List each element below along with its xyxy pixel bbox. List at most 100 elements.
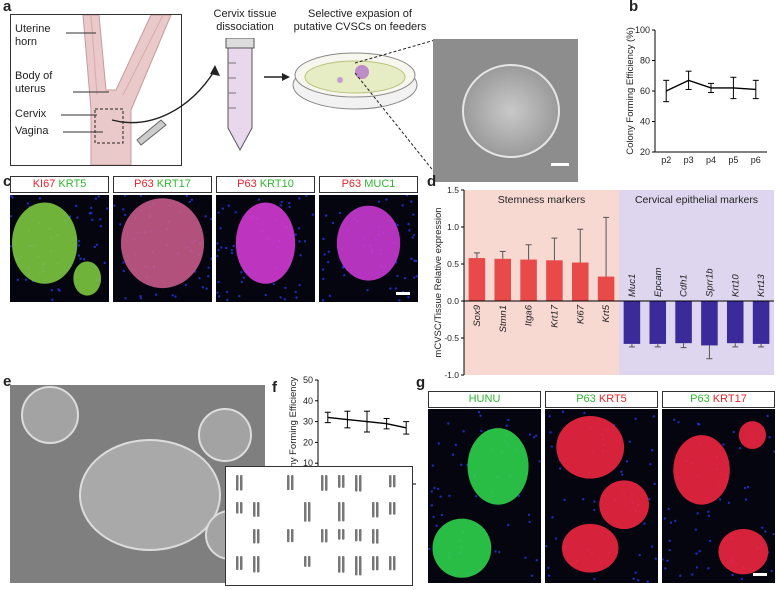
x-tick-label: p4 bbox=[706, 155, 716, 165]
scale-bar bbox=[396, 292, 410, 295]
c-caption-2: P63 KRT17 bbox=[113, 176, 212, 193]
tube-icon bbox=[225, 38, 255, 152]
chromosome bbox=[393, 475, 396, 488]
chromosome bbox=[376, 556, 379, 571]
category-label: Muc1 bbox=[627, 274, 638, 297]
g-caption-3: P63 KRT17 bbox=[662, 391, 775, 408]
chromosome bbox=[321, 529, 324, 543]
y-tick-label: 30 bbox=[303, 417, 313, 427]
chromosome bbox=[372, 529, 375, 544]
chromosome bbox=[359, 529, 362, 542]
c-fluorescence-image-4 bbox=[319, 195, 418, 302]
chromosome bbox=[304, 556, 307, 567]
chromosome bbox=[325, 529, 328, 543]
curved-arrow-1 bbox=[111, 65, 220, 124]
chromosome bbox=[240, 556, 243, 571]
g-caption-marker-b: KRT17 bbox=[712, 393, 747, 405]
panel-label-c: c bbox=[3, 173, 12, 190]
step2-line1: Selective expasion of bbox=[308, 8, 412, 20]
c-caption-marker-b: KRT5 bbox=[58, 178, 87, 190]
chromosome bbox=[253, 556, 256, 573]
chromosome bbox=[338, 556, 341, 573]
c-caption-1: KI67 KRT5 bbox=[10, 176, 109, 193]
g-fluorescence-image-2 bbox=[545, 409, 658, 583]
bar-sox9 bbox=[468, 258, 486, 301]
scale-bar bbox=[753, 573, 767, 576]
chromosome bbox=[338, 502, 341, 522]
chromosome bbox=[257, 556, 260, 573]
chromosome bbox=[338, 475, 341, 488]
chromosome bbox=[393, 556, 396, 571]
bar-sprr1b bbox=[701, 301, 718, 346]
chromosome bbox=[253, 529, 256, 544]
chromosome bbox=[321, 475, 324, 491]
g-caption-marker-a: P63 bbox=[576, 393, 596, 405]
chromosome bbox=[342, 502, 345, 522]
g-caption-1: HUNU bbox=[428, 391, 541, 408]
y-tick-label: 100 bbox=[635, 25, 650, 35]
karyotype-image bbox=[225, 466, 413, 586]
category-label: Krt13 bbox=[756, 274, 767, 297]
y-tick-label: 40 bbox=[640, 117, 650, 127]
g-caption-marker-b: KRT5 bbox=[598, 393, 627, 405]
bar-cdh1 bbox=[675, 301, 692, 344]
bar-muc1 bbox=[623, 301, 641, 344]
y-tick-label: 1.0 bbox=[447, 222, 459, 232]
label-uterine-horn: Uterine horn bbox=[15, 23, 51, 48]
y-axis-label: Colony Forming Efficiency (%) bbox=[625, 27, 636, 155]
y-tick-label: -0.5 bbox=[444, 333, 459, 343]
chromosome bbox=[257, 529, 260, 544]
panel-label-f: f bbox=[272, 379, 277, 396]
y-tick-label: 40 bbox=[303, 396, 313, 406]
c-fluorescence-image-2 bbox=[113, 195, 212, 302]
zoom-lines bbox=[354, 39, 436, 174]
category-label: Krt10 bbox=[730, 274, 741, 297]
step1-line1: Cervix tissue bbox=[213, 8, 277, 20]
chromosome bbox=[308, 556, 311, 567]
chromosome bbox=[342, 529, 345, 540]
colony-brightfield-image bbox=[433, 39, 578, 182]
step1-line2: dissociation bbox=[216, 21, 274, 33]
label-vagina: Vagina bbox=[15, 125, 49, 137]
chromosome bbox=[304, 502, 307, 522]
panel-label-d: d bbox=[427, 173, 437, 190]
category-label: Sprr1b bbox=[704, 268, 715, 297]
chromosome bbox=[342, 475, 345, 488]
y-axis-label: Colony Forming Efficiency bbox=[288, 377, 299, 487]
g-caption-marker-a: HUNU bbox=[468, 393, 501, 405]
chromosome bbox=[359, 556, 362, 576]
label-cervix: Cervix bbox=[15, 108, 47, 120]
chromosome bbox=[393, 502, 396, 515]
chromosome bbox=[389, 556, 392, 571]
chromosome bbox=[338, 529, 341, 540]
x-tick-label: p5 bbox=[728, 155, 738, 165]
chromosome bbox=[287, 475, 290, 491]
chromosome bbox=[355, 475, 358, 492]
x-tick-label: p6 bbox=[751, 155, 761, 165]
chromosome bbox=[372, 556, 375, 571]
chromosome bbox=[376, 502, 379, 518]
y-tick-label: 20 bbox=[640, 147, 650, 157]
chromosome bbox=[372, 502, 375, 518]
chromosome bbox=[236, 556, 239, 571]
chromosome bbox=[291, 475, 294, 491]
petri-dish-icon bbox=[292, 52, 418, 110]
y-tick-label: 1.5 bbox=[447, 185, 459, 195]
chromosome bbox=[291, 529, 294, 543]
chromosome bbox=[355, 556, 358, 576]
c-caption-marker-a: KI67 bbox=[32, 178, 56, 190]
panel-label-e: e bbox=[3, 373, 12, 390]
g-caption-2: P63 KRT5 bbox=[545, 391, 658, 408]
panel-label-b: b bbox=[629, 0, 639, 15]
bar-krt10 bbox=[726, 301, 744, 344]
chromosome bbox=[308, 502, 311, 522]
x-tick-label: p2 bbox=[661, 155, 671, 165]
chromosome bbox=[287, 529, 290, 543]
c-caption-marker-a: P63 bbox=[134, 178, 154, 190]
c-caption-marker-b: KRT10 bbox=[259, 178, 294, 190]
c-caption-4: P63 MUC1 bbox=[319, 176, 418, 193]
category-label: Krt5 bbox=[601, 304, 612, 322]
c-caption-marker-b: KRT17 bbox=[156, 178, 191, 190]
category-label: Krt17 bbox=[549, 304, 560, 327]
chromosome bbox=[257, 502, 260, 517]
